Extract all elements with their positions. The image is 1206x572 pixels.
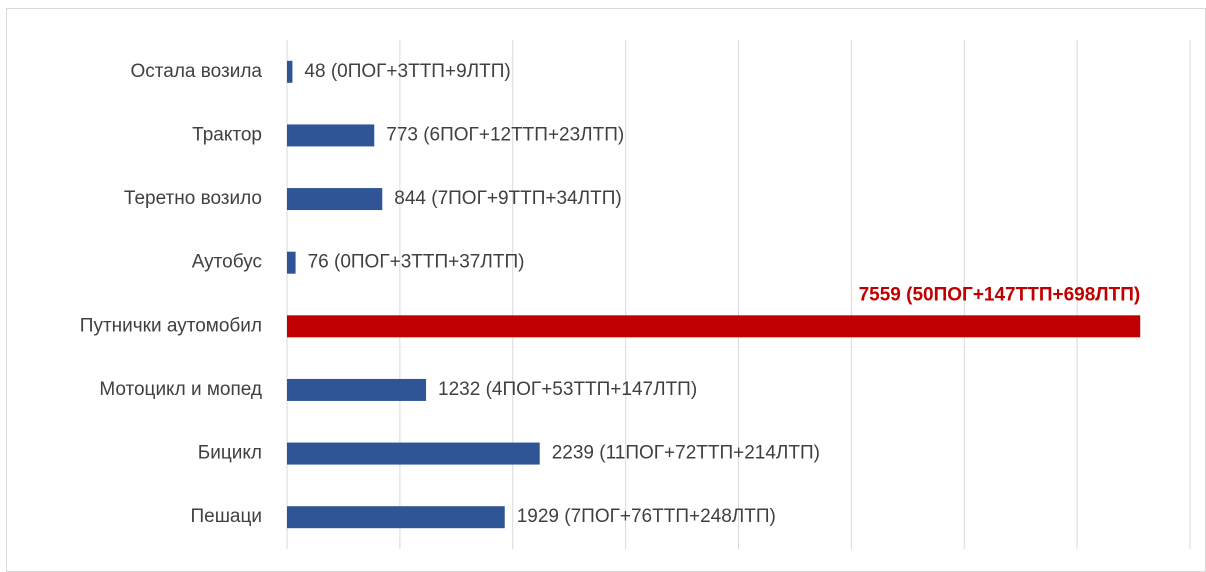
y-tick-label: Остала возила	[131, 61, 263, 82]
bar	[287, 124, 375, 147]
value-label: 773 (6ПОГ+12ТТП+23ЛТП)	[386, 124, 624, 145]
value-label: 48 (0ПОГ+3ТТП+9ЛТП)	[304, 61, 510, 82]
value-label: 1929 (7ПОГ+76ТТП+248ЛТП)	[517, 506, 776, 527]
value-label: 7559 (50ПОГ+147ТТП+698ЛТП)	[859, 284, 1141, 305]
y-tick-label: Путнички аутомобил	[80, 315, 262, 336]
y-tick-label: Бицикл	[198, 443, 262, 464]
value-label: 844 (7ПОГ+9ТТП+34ЛТП)	[394, 188, 621, 209]
bar	[287, 60, 293, 83]
bar	[287, 315, 1141, 338]
value-label: 1232 (4ПОГ+53ТТП+147ЛТП)	[438, 379, 697, 400]
y-tick-label: Трактор	[192, 124, 262, 145]
y-tick-label: Аутобус	[192, 252, 262, 273]
bar	[287, 378, 427, 401]
value-label: 2239 (11ПОГ+72ТТП+214ЛТП)	[552, 443, 820, 464]
bar	[287, 251, 296, 274]
y-tick-label: Пешаци	[190, 506, 262, 527]
value-label: 76 (0ПОГ+3ТТП+37ЛТП)	[308, 252, 525, 273]
bar	[287, 442, 540, 465]
bar	[287, 188, 383, 211]
y-tick-label: Мотоцикл и мопед	[99, 379, 262, 400]
y-tick-label: Теретно возило	[124, 188, 262, 209]
chart-border	[6, 8, 1206, 572]
bar	[287, 506, 505, 529]
